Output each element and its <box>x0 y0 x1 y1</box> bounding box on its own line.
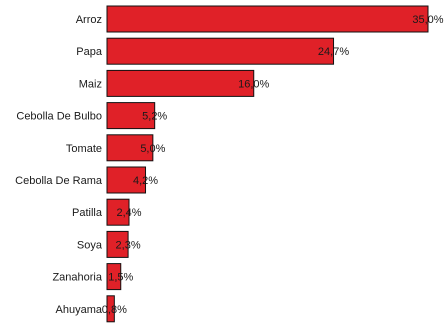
category-label: Cebolla De Rama <box>15 175 103 187</box>
bar <box>106 166 147 194</box>
bar <box>106 102 156 130</box>
category-label: Soya <box>77 239 103 251</box>
value-label: 2,3% <box>116 239 141 251</box>
category-label: Cebolla De Bulbo <box>16 111 102 123</box>
bar <box>106 263 122 291</box>
value-label: 1,5% <box>108 272 133 284</box>
bar <box>106 69 255 97</box>
value-label: 5,2% <box>142 111 167 123</box>
bar <box>106 295 115 323</box>
value-label: 16,0% <box>238 78 269 90</box>
category-label: Arroz <box>76 14 102 26</box>
category-label: Tomate <box>66 143 102 155</box>
bars-layer: Arroz 35,0% Papa 24,7% Maiz 16,0% Cebolla De B… <box>15 5 444 323</box>
value-label: 5,0% <box>140 143 165 155</box>
bar <box>106 134 154 162</box>
bar <box>106 5 429 33</box>
value-label: 24,7% <box>318 46 349 58</box>
value-label: 0,8% <box>102 304 127 316</box>
bar <box>106 230 129 258</box>
category-label: Maiz <box>79 78 102 90</box>
bar <box>106 37 335 65</box>
category-label: Zanahoria <box>52 272 102 284</box>
category-label: Patilla <box>72 207 103 219</box>
value-label: 4,2% <box>133 175 158 187</box>
bar <box>106 198 130 226</box>
category-label: Ahuyama <box>56 304 103 316</box>
category-label: Papa <box>76 46 103 58</box>
value-label: 35,0% <box>412 14 443 26</box>
value-label: 2,4% <box>116 207 141 219</box>
